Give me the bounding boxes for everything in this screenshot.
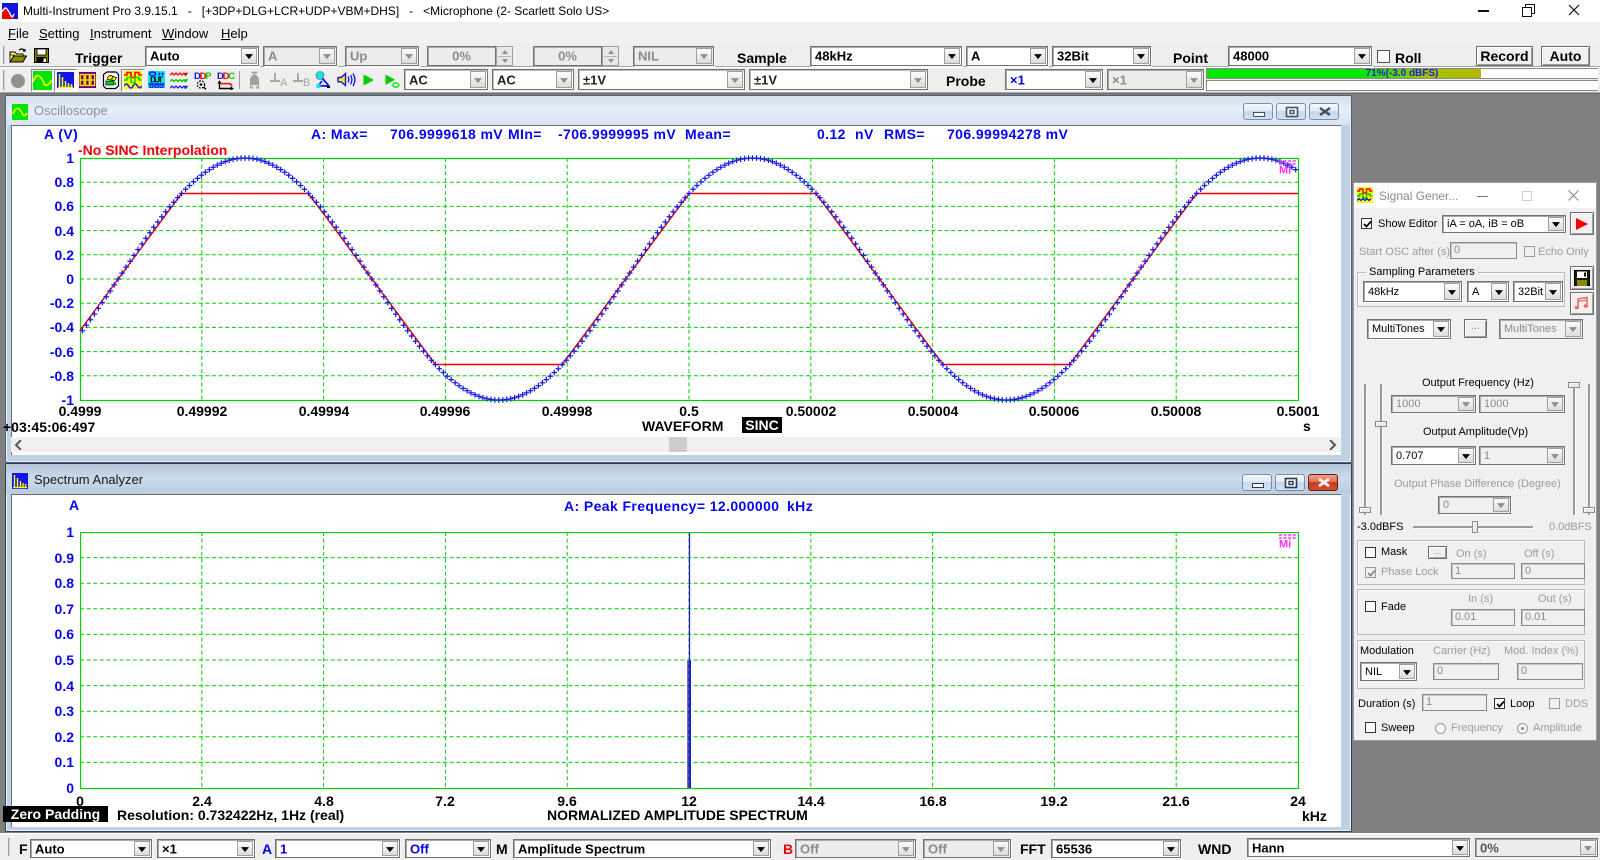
svg-text:Mi: Mi — [1279, 165, 1291, 175]
svg-text:D: D — [200, 71, 207, 82]
svg-text:Mi: Mi — [1279, 539, 1291, 549]
svg-text:D: D — [194, 71, 201, 82]
svg-text:P: P — [205, 71, 211, 82]
svg-text:A: A — [280, 77, 288, 88]
svg-text:C: C — [228, 71, 235, 82]
svg-text:B: B — [303, 77, 310, 88]
svg-text:DUT: DUT — [150, 75, 164, 85]
svg-text:D: D — [223, 71, 230, 82]
svg-text:D: D — [217, 71, 224, 82]
